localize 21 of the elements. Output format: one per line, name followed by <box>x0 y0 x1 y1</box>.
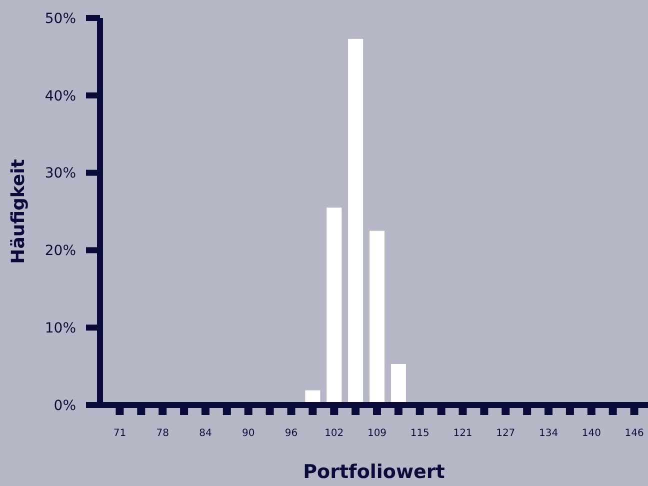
y-axis-title: Häufigkeit <box>8 158 29 264</box>
x-tick-label: 121 <box>453 428 472 439</box>
x-tick-label: 109 <box>367 428 387 439</box>
y-tick-label: 30% <box>44 166 76 182</box>
x-tick-label: 140 <box>582 428 601 439</box>
x-axis-title: Portfoliowert <box>303 461 445 483</box>
y-tick-label: 40% <box>44 88 76 104</box>
x-tick-label: 84 <box>199 428 212 439</box>
y-tick-label: 0% <box>54 398 76 414</box>
x-tick-label: 102 <box>324 428 344 439</box>
x-tick-label: 90 <box>242 428 255 439</box>
y-tick-label: 10% <box>44 320 76 336</box>
x-tick-label: 115 <box>410 428 430 439</box>
x-tick-label: 134 <box>538 428 558 439</box>
x-tick-label: 71 <box>113 428 126 439</box>
y-tick-label: 50% <box>44 10 76 27</box>
x-tick-label: 146 <box>624 428 644 439</box>
x-tick-label: 127 <box>496 428 516 439</box>
x-tick-label: 96 <box>284 428 298 439</box>
y-tick-label: 20% <box>44 243 76 260</box>
x-tick-label: 78 <box>156 428 169 439</box>
